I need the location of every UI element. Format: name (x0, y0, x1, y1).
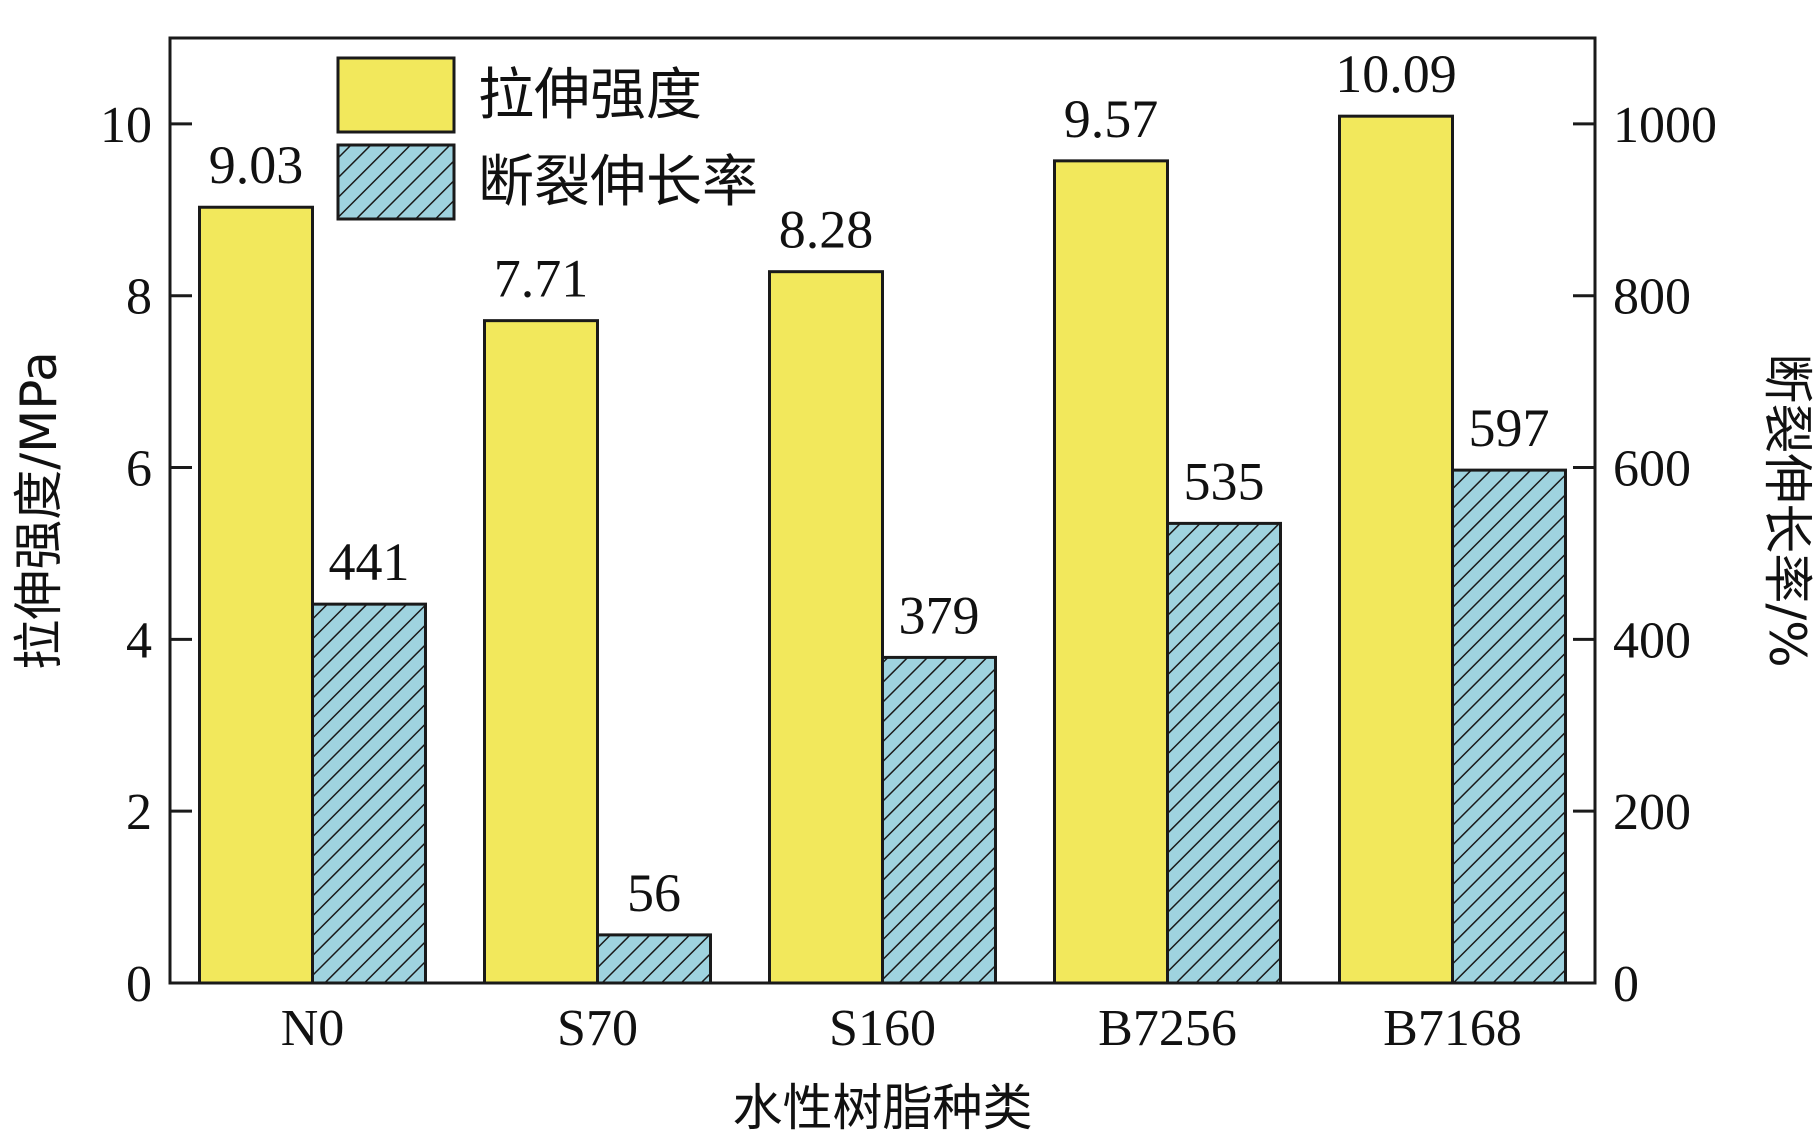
bar-elongation-N0 (311, 602, 427, 985)
y-left-tick-label-8: 8 (126, 269, 152, 326)
data-label-tensile-strength-B7256: 9.57 (1064, 89, 1159, 149)
data-label-elongation-N0: 441 (329, 532, 410, 592)
bar-elongation-B7256 (1166, 521, 1282, 985)
x-tick-label-S160: S160 (829, 1000, 936, 1057)
y-right-tick-label-600: 600 (1613, 441, 1691, 498)
y-left-tick-label-10: 10 (100, 97, 152, 154)
plot-frame (168, 36, 1597, 985)
y-right-tick-label-400: 400 (1613, 612, 1691, 669)
data-label-elongation-B7256: 535 (1184, 451, 1265, 511)
bar-elongation-S70 (596, 933, 712, 985)
y-right-tick-label-0: 0 (1613, 956, 1639, 1013)
bar-tensile-strength-B7168 (1338, 114, 1454, 985)
y-left-tick-label-6: 6 (126, 441, 152, 498)
y-right-tick-label-1000: 1000 (1613, 97, 1717, 154)
data-label-tensile-strength-N0: 9.03 (209, 135, 304, 195)
data-label-elongation-S160: 379 (899, 585, 980, 645)
legend-label-elongation: 断裂伸长率 (478, 150, 758, 215)
bar-tensile-strength-S160 (768, 270, 884, 985)
bar-tensile-strength-B7256 (1053, 159, 1169, 985)
x-tick-label-S70: S70 (557, 1000, 638, 1057)
data-label-tensile-strength-S160: 8.28 (779, 200, 874, 260)
bar-elongation-B7168 (1451, 468, 1567, 985)
y-right-tick-label-200: 200 (1613, 784, 1691, 841)
data-label-elongation-S70: 56 (627, 863, 681, 923)
bar-tensile-strength-S70 (483, 319, 599, 985)
y-right-axis-title: 断裂伸长率/% (1758, 353, 1813, 667)
x-tick-label-B7256: B7256 (1098, 1000, 1237, 1057)
x-axis-title: 水性树脂种类 (733, 1079, 1033, 1135)
legend-swatch-elongation (336, 143, 456, 221)
legend-label-tensile-strength: 拉伸强度 (478, 63, 702, 128)
bar-elongation-S160 (881, 655, 997, 985)
x-tick-label-B7168: B7168 (1383, 1000, 1522, 1057)
legend-swatch-tensile-strength (336, 56, 456, 134)
data-label-elongation-B7168: 597 (1469, 398, 1550, 458)
y-right-tick-label-800: 800 (1613, 269, 1691, 326)
data-label-tensile-strength-S70: 7.71 (494, 249, 589, 309)
data-label-tensile-strength-B7168: 10.09 (1335, 44, 1457, 104)
y-left-tick-label-0: 0 (126, 956, 152, 1013)
x-tick-label-N0: N0 (281, 1000, 345, 1057)
y-left-tick-label-2: 2 (126, 784, 152, 841)
bar-tensile-strength-N0 (198, 205, 314, 985)
y-left-axis-title: 拉伸强度/MPa (10, 351, 68, 670)
y-left-tick-label-4: 4 (126, 612, 152, 669)
